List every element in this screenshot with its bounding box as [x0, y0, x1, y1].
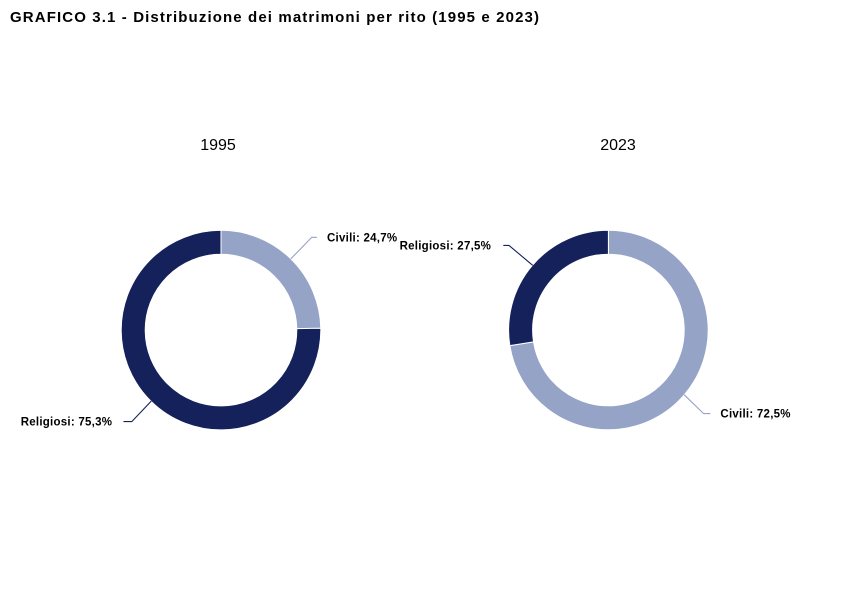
- svg-text:Religiosi: 27,5%: Religiosi: 27,5%: [400, 241, 492, 253]
- svg-text:GRAFICO 3.1 - Distribuzione de: GRAFICO 3.1 - Distribuzione dei matrimon…: [10, 9, 540, 26]
- svg-text:Civili: 72,5%: Civili: 72,5%: [720, 409, 790, 421]
- svg-text:1995: 1995: [200, 137, 236, 154]
- svg-text:2023: 2023: [600, 137, 636, 154]
- svg-text:Religiosi: 75,3%: Religiosi: 75,3%: [21, 417, 113, 429]
- svg-text:Civili: 24,7%: Civili: 24,7%: [327, 232, 397, 244]
